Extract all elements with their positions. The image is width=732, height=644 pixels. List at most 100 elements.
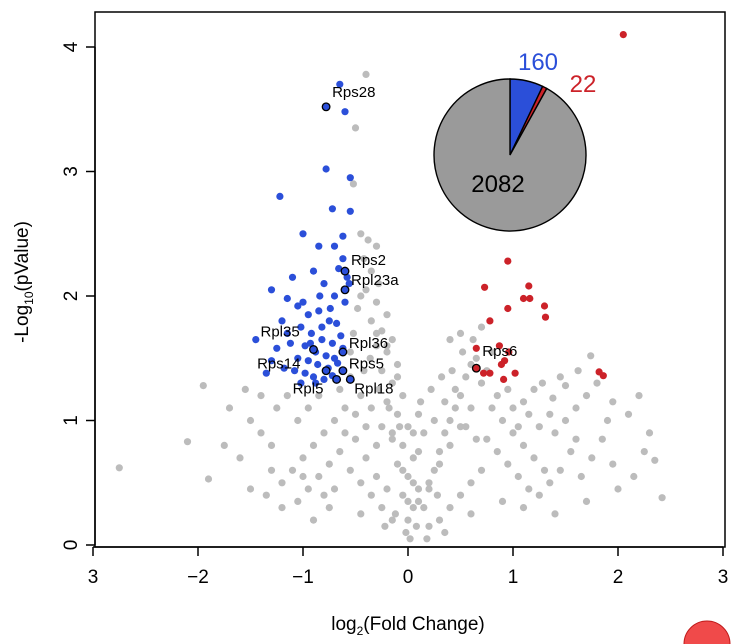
nonsig-point <box>651 456 659 464</box>
down-point <box>273 344 281 352</box>
down-point <box>345 280 353 288</box>
nonsig-point <box>446 504 454 512</box>
nonsig-point <box>320 491 328 499</box>
upregulated-points <box>472 30 627 383</box>
nonsig-point <box>435 448 444 456</box>
nonsig-point <box>383 485 391 493</box>
highlight-point <box>332 374 342 384</box>
nonsig-point <box>640 448 648 456</box>
pie-slice-label: 2082 <box>471 171 524 198</box>
nonsig-point <box>493 448 501 456</box>
nonsig-point <box>425 485 433 493</box>
x-axis-label-main: log <box>331 614 356 635</box>
x-axis: 3 −2 −1 0 1 2 3 <box>88 546 728 588</box>
nonsig-point <box>299 472 307 481</box>
nonsig-point <box>504 460 512 468</box>
down-point <box>318 323 326 331</box>
nonsig-point <box>530 385 538 393</box>
nonsig-point <box>469 336 477 344</box>
nonsig-point <box>351 410 360 418</box>
down-point <box>314 360 322 369</box>
nonsig-point <box>446 336 454 344</box>
nonsig-point <box>414 485 423 493</box>
nonsig-point <box>414 410 423 418</box>
nonsig-point <box>362 286 370 294</box>
down-point <box>304 311 312 319</box>
nonsig-point <box>409 454 417 462</box>
pie-slice-label: 160 <box>518 49 558 76</box>
nonsig-point <box>551 429 559 437</box>
down-point <box>328 339 336 347</box>
nonsig-point <box>330 485 339 493</box>
nonsig-point <box>425 522 433 530</box>
nonsig-point <box>525 410 533 418</box>
downregulated-points <box>252 80 354 387</box>
nonsig-point <box>572 404 580 412</box>
nonsig-point <box>360 255 368 263</box>
nonsig-point <box>630 472 638 481</box>
nonsig-point <box>456 491 465 499</box>
nonsignificant-points <box>115 70 666 543</box>
nonsig-point <box>540 466 549 474</box>
nonsig-point <box>220 441 228 449</box>
nonsig-point <box>362 423 370 431</box>
nonsig-point <box>430 416 438 425</box>
x-tick-label: 1 <box>508 567 519 588</box>
down-point <box>335 265 343 273</box>
highlight-point <box>471 363 481 373</box>
nonsig-point <box>546 410 554 418</box>
up-point <box>500 375 508 383</box>
up-point <box>486 317 494 325</box>
nonsig-point <box>362 70 370 78</box>
down-point <box>309 267 318 275</box>
nonsig-point <box>645 429 654 437</box>
up-point <box>497 360 505 369</box>
gene-label: Rpl36 <box>349 335 388 352</box>
y-tick-label: 1 <box>61 415 82 426</box>
nonsig-point <box>588 454 596 462</box>
nonsig-point <box>341 429 349 437</box>
nonsig-point <box>351 124 360 132</box>
nonsig-point <box>441 429 449 437</box>
down-point <box>318 336 326 344</box>
down-point <box>294 354 302 362</box>
nonsig-point <box>399 392 407 400</box>
nonsig-point <box>283 392 291 400</box>
nonsig-point <box>399 466 407 474</box>
nonsig-point <box>354 304 362 313</box>
y-axis-label-sub: 10 <box>22 291 36 305</box>
nonsig-point <box>609 398 617 406</box>
nonsig-point <box>309 516 318 524</box>
nonsig-point <box>593 379 601 387</box>
nonsig-point <box>388 516 396 524</box>
nonsig-point <box>509 429 517 437</box>
nonsig-point <box>462 423 470 431</box>
nonsig-point <box>525 485 533 493</box>
nonsig-point <box>462 373 470 381</box>
nonsig-point <box>225 404 234 412</box>
down-point <box>309 373 318 381</box>
nonsig-point <box>273 404 281 412</box>
down-point <box>307 329 315 337</box>
nonsig-point <box>375 280 383 288</box>
nonsig-point <box>635 392 643 400</box>
nonsig-point <box>372 342 381 350</box>
down-point <box>315 307 323 315</box>
down-point <box>334 359 342 367</box>
nonsig-point <box>262 491 270 499</box>
nonsig-point <box>535 423 543 431</box>
x-tick-label: 3 <box>88 567 99 588</box>
down-point <box>278 317 286 325</box>
up-point <box>495 342 503 350</box>
nonsig-point <box>459 348 467 356</box>
nonsig-point <box>396 423 404 431</box>
up-point <box>526 294 534 303</box>
nonsig-point <box>498 416 507 425</box>
nonsig-point <box>378 423 386 431</box>
down-point <box>312 379 320 387</box>
nonsig-point <box>278 479 286 487</box>
up-point <box>472 344 480 352</box>
nonsig-point <box>294 497 302 505</box>
nonsig-point <box>364 236 372 244</box>
gene-label: Rpl5 <box>293 380 324 397</box>
